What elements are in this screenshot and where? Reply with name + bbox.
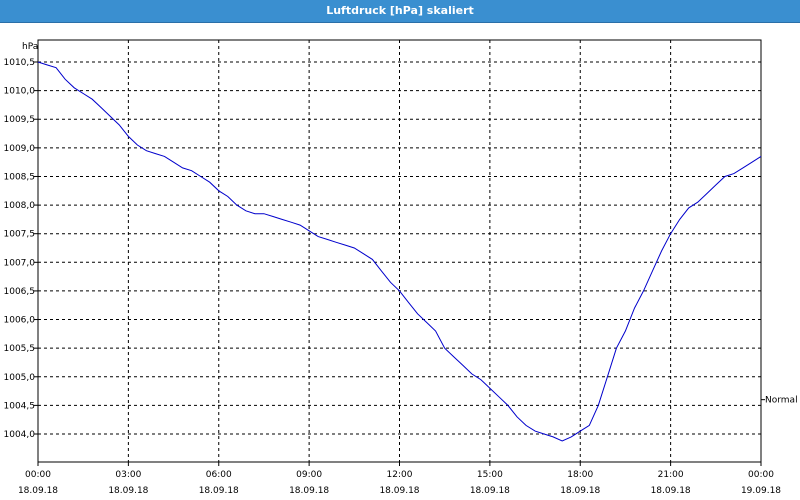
x-tick-time-label: 06:00 <box>206 470 232 480</box>
y-tick-label: 1007,5 <box>4 230 36 240</box>
x-tick-time-label: 18:00 <box>567 470 593 480</box>
y-tick-label: 1005,0 <box>4 373 36 383</box>
y-tick-label: 1006,5 <box>4 287 36 297</box>
x-tick-date-label: 19.09.18 <box>741 486 781 496</box>
reference-line: Normal <box>761 396 798 406</box>
y-tick-label: 1005,5 <box>4 344 36 354</box>
reference-label: Normal <box>765 396 798 406</box>
y-axis-label: hPa <box>22 42 38 52</box>
x-tick-date-label: 18.09.18 <box>651 486 691 496</box>
y-axis: 1004,0 1004,5 1005,0 1005,5 1006,0 1006,5 1007… <box>4 58 38 440</box>
x-tick-date-label: 18.09.18 <box>470 486 510 496</box>
x-tick-time-label: 21:00 <box>658 470 684 480</box>
y-tick-label: 1006,0 <box>4 316 36 326</box>
x-tick-date-label: 18.09.18 <box>289 486 329 496</box>
series-line <box>37 61 762 442</box>
y-tick-label: 1004,0 <box>4 430 36 440</box>
y-tick-label: 1004,5 <box>4 401 36 411</box>
y-tick-label: 1008,0 <box>4 201 36 211</box>
x-tick-time-label: 12:00 <box>387 470 413 480</box>
x-tick-date-label: 18.09.18 <box>18 486 58 496</box>
x-axis: 00:00 18.09.18 03:00 18.09.18 06:00 18.09.18 0… <box>18 462 781 496</box>
x-tick-date-label: 18.09.18 <box>108 486 148 496</box>
y-tick-label: 1007,0 <box>4 258 36 268</box>
x-tick-time-label: 15:00 <box>477 470 503 480</box>
y-tick-label: 1009,5 <box>4 115 36 125</box>
y-tick-label: 1008,5 <box>4 172 36 182</box>
x-tick-time-label: 09:00 <box>296 470 322 480</box>
chart-title: Luftdruck [hPa] skaliert <box>0 0 800 23</box>
x-tick-time-label: 00:00 <box>25 470 51 480</box>
y-tick-label: 1009,0 <box>4 144 36 154</box>
x-tick-date-label: 18.09.18 <box>199 486 239 496</box>
x-tick-time-label: 03:00 <box>115 470 141 480</box>
x-tick-date-label: 18.09.18 <box>379 486 419 496</box>
y-tick-label: 1010,0 <box>4 87 36 97</box>
y-tick-label: 1010,5 <box>4 58 36 68</box>
x-tick-date-label: 18.09.18 <box>560 486 600 496</box>
x-tick-time-label: 00:00 <box>748 470 774 480</box>
